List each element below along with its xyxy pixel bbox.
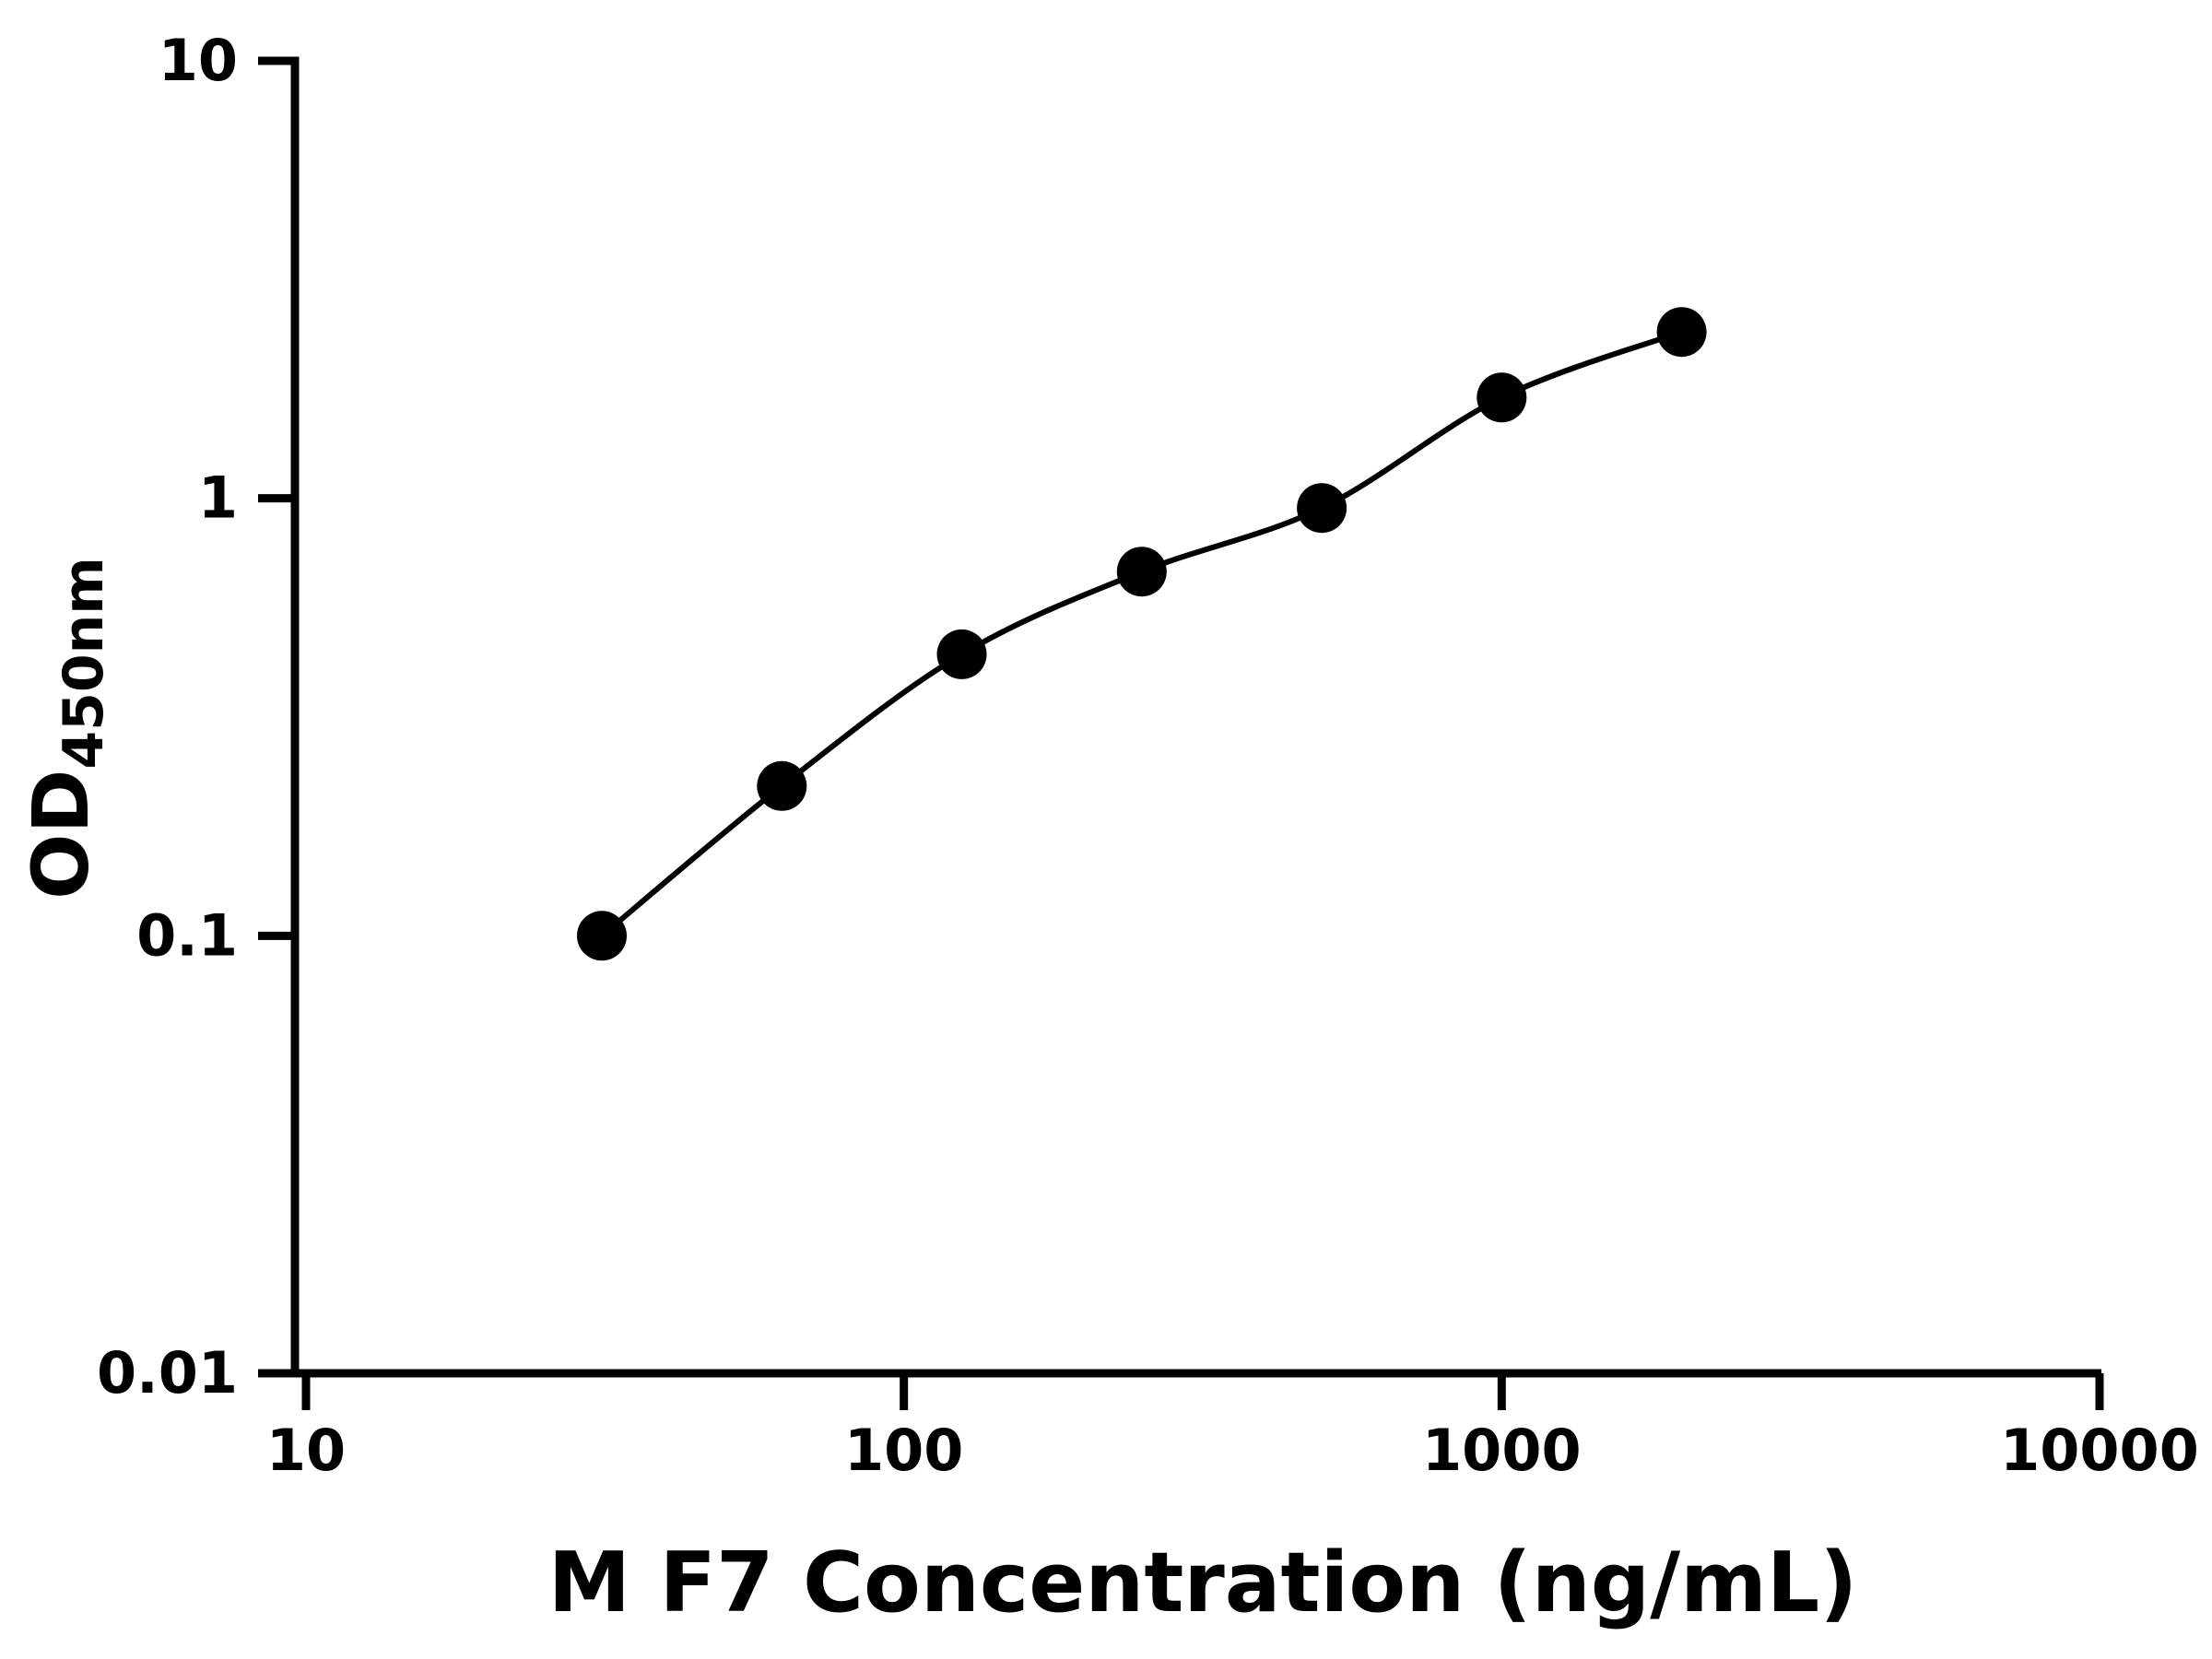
data-point-marker <box>757 760 807 811</box>
x-tick-label: 10 <box>266 1417 346 1484</box>
y-tick-label: 1 <box>198 465 238 532</box>
y-axis-label-subscript: 450nm <box>52 557 116 769</box>
y-tick-label: 10 <box>159 27 238 94</box>
data-point-marker <box>1656 307 1707 358</box>
data-point-marker <box>577 911 627 961</box>
y-tick-label: 0.1 <box>136 901 238 969</box>
y-axis-label: OD450nm <box>16 557 116 900</box>
y-tick-label: 0.01 <box>97 1339 238 1406</box>
data-point-marker <box>1297 483 1347 534</box>
x-tick-label: 10000 <box>2000 1417 2199 1484</box>
data-point-marker <box>1477 372 1527 423</box>
x-axis-label: M F7 Concentration (ng/mL) <box>548 1535 1858 1631</box>
x-tick-label: 1000 <box>1422 1417 1582 1484</box>
axes-spine <box>290 56 2101 1378</box>
plot-area: 10 100 1000 10000 0.01 0.1 1 10 <box>97 27 2199 1484</box>
x-tick-label: 100 <box>844 1417 963 1484</box>
series-curve <box>598 329 1685 939</box>
y-axis-label-main: OD <box>16 770 106 900</box>
data-point-marker <box>936 629 987 679</box>
data-point-marker <box>1116 547 1167 597</box>
